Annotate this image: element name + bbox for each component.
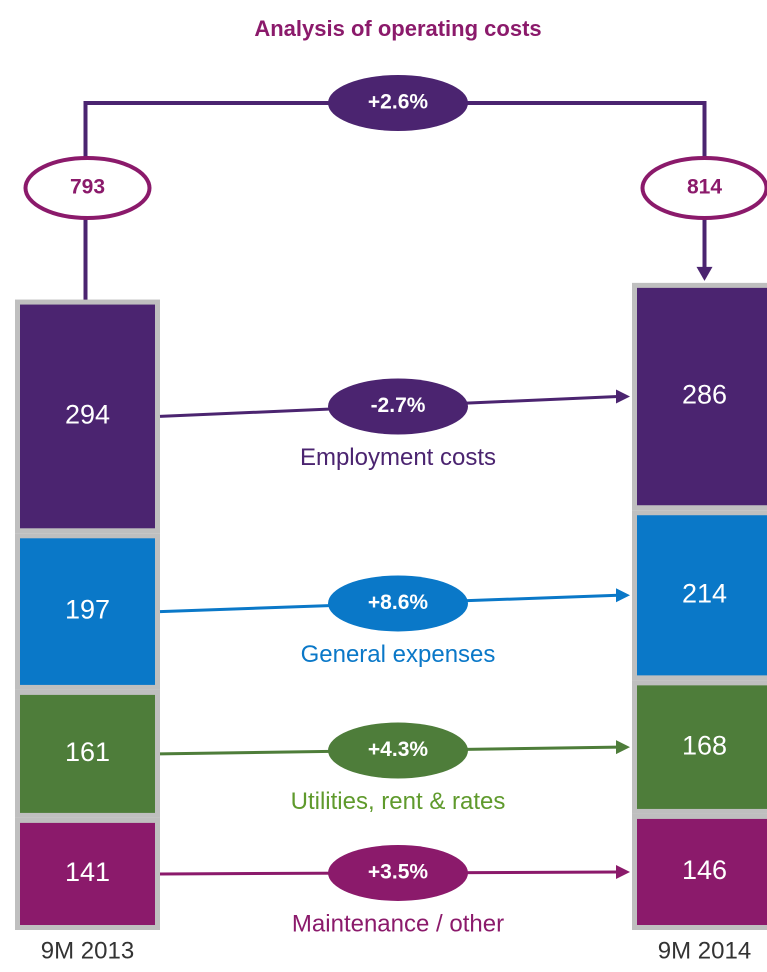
bar-segment (15, 299, 160, 534)
chart-title: Analysis of operating costs (254, 16, 541, 41)
change-label: +8.6% (368, 591, 428, 614)
series-name: Maintenance / other (292, 910, 504, 937)
change-label: +3.5% (368, 861, 428, 884)
series-name: Employment costs (300, 444, 496, 471)
total-change-badge (328, 75, 468, 131)
series-name: General expenses (301, 641, 496, 668)
change-badge (328, 844, 468, 901)
total-label: 793 (70, 176, 105, 199)
segment-label: 141 (65, 857, 110, 887)
total-label: 814 (687, 176, 722, 199)
segment-label: 146 (682, 855, 727, 885)
change-label: +4.3% (368, 738, 428, 761)
arrow-head (616, 864, 630, 879)
x-tick-label: 9M 2014 (658, 937, 751, 964)
change-label: -2.7% (371, 394, 426, 417)
bar-segment (632, 510, 767, 681)
segment-label: 161 (65, 737, 110, 767)
bar-segment (632, 282, 767, 511)
total-badge (23, 156, 152, 220)
arrow-head (696, 266, 713, 281)
arrow-head (616, 389, 630, 404)
arrow-head (616, 740, 630, 755)
bar-segment (15, 689, 160, 818)
total-change-label: +2.6% (368, 91, 428, 114)
bar-segment (15, 817, 160, 931)
segment-label: 294 (65, 400, 110, 430)
segment-label: 214 (682, 578, 727, 608)
change-badge (328, 378, 468, 435)
segment-label: 168 (682, 730, 727, 760)
x-tick-label: 9M 2013 (41, 937, 134, 964)
bar-segment (632, 813, 767, 930)
change-badge (328, 575, 468, 632)
segment-label: 286 (682, 380, 727, 410)
bar-segment (632, 680, 767, 814)
change-badge (328, 722, 468, 779)
bar-segment (15, 533, 160, 690)
segment-label: 197 (65, 595, 110, 625)
series-name: Utilities, rent & rates (291, 788, 506, 815)
arrow-head (616, 588, 630, 603)
